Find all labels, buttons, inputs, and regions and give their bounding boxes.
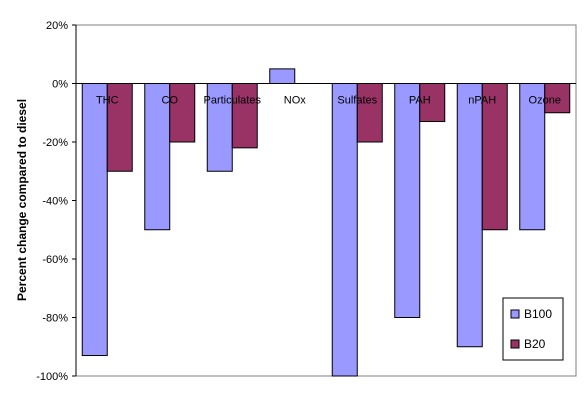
- bar-b20-sulfates: [356, 83, 383, 143]
- bar-b20-co: [169, 83, 196, 143]
- bar-b100-particulates: [206, 83, 233, 172]
- bar-b20-pah: [419, 83, 446, 123]
- bar-b100-thc: [81, 83, 108, 357]
- legend-swatch-b100: [510, 309, 520, 319]
- bar-b20-npah: [481, 83, 508, 231]
- bar-b20-particulates: [231, 83, 258, 149]
- category-label-co: CO: [162, 95, 179, 107]
- bars-layer: [81, 68, 571, 377]
- y-tick-label: -60%: [42, 254, 68, 266]
- y-axis-ticks: 20% 0% -20% -40% -60% -80% -100%: [36, 20, 76, 383]
- y-tick-label: -40%: [42, 196, 68, 208]
- bar-b20-ozone: [544, 83, 571, 114]
- y-tick-label: 20%: [46, 20, 68, 32]
- category-label-pah: PAH: [409, 95, 431, 107]
- legend-label-b20: B20: [524, 337, 546, 351]
- y-tick-label: -80%: [42, 313, 68, 325]
- y-tick-label: -20%: [42, 137, 68, 149]
- category-label-nox: NOx: [284, 95, 307, 107]
- bar-b100-pah: [394, 83, 421, 318]
- legend-box: [502, 297, 564, 361]
- bar-b100-nox: [269, 68, 296, 84]
- category-label-thc: THC: [96, 95, 119, 107]
- legend: B100 B20: [502, 297, 564, 361]
- category-labels: THC CO Particulates NOx Sulfates PAH nPAH Ozone: [96, 95, 561, 107]
- category-label-npah: nPAH: [468, 95, 496, 107]
- category-label-sulfates: Sulfates: [337, 95, 377, 107]
- y-tick-label: -100%: [36, 371, 68, 383]
- bar-b100-sulfates: [331, 83, 358, 377]
- legend-label-b100: B100: [524, 307, 552, 321]
- category-label-ozone: Ozone: [529, 95, 561, 107]
- bar-b100-co: [144, 83, 171, 231]
- legend-swatch-b20: [510, 339, 520, 349]
- y-axis-title: Percent change compared to diesel: [15, 99, 29, 301]
- bar-b100-npah: [456, 83, 483, 348]
- category-label-particulates: Particulates: [204, 95, 262, 107]
- y-tick-label: 0%: [52, 79, 68, 91]
